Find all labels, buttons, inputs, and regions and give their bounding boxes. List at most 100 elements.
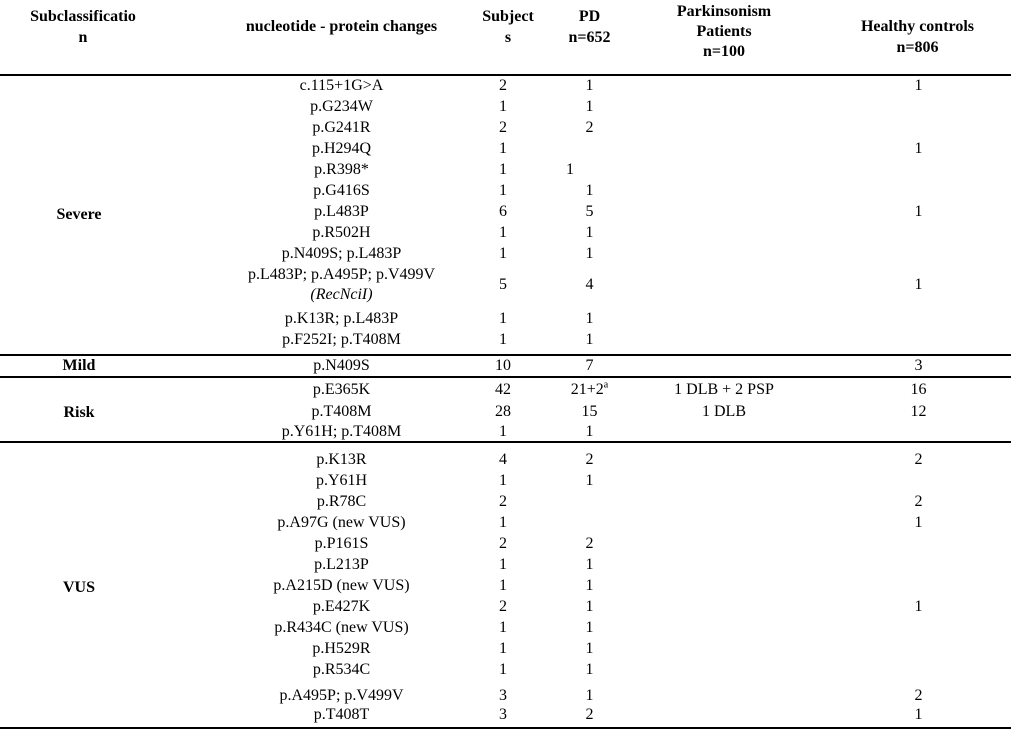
header-subclassification-line1: Subclassificatio [30, 8, 136, 25]
cell-mutation: p.A215D (new VUS) [273, 577, 410, 594]
cell-subjects: 1 [499, 224, 507, 241]
cell-subjects: 1 [499, 161, 507, 178]
cell-healthy-controls: 2 [914, 451, 923, 468]
table-row: p.L483P; p.A495P; p.V499V (RecNciI) 5 4 … [0, 265, 1011, 305]
cell-pd: 2 [585, 535, 594, 552]
cell-mutation: p.G241R [312, 119, 371, 136]
cell-mutation: p.A97G (new VUS) [277, 514, 406, 531]
cell-pd: 1 [585, 224, 594, 241]
cell-subjects: 42 [495, 381, 511, 398]
cell-pd: 7 [585, 357, 594, 374]
cell-subjects: 1 [499, 619, 507, 636]
cell-pd-value: 21+2 [570, 381, 604, 398]
cell-mutation: p.K13R; p.L483P [284, 310, 399, 327]
group-vus: VUS p.K13R 4 2 2 p.Y61H 1 1 p.R78C 2 2 p… [0, 443, 1011, 727]
group-label: Risk [63, 404, 95, 421]
cell-mutation: p.H294Q [311, 140, 372, 157]
cell-subjects: 5 [499, 276, 507, 293]
cell-subjects: 4 [499, 451, 507, 468]
header-subjects-line2: s [504, 29, 512, 46]
cell-mutation: p.R534C [312, 661, 371, 678]
table-row: p.E365K 42 21+2a 1 DLB + 2 PSP 16 [0, 380, 1011, 400]
cell-mutation: p.A495P; p.V499V [279, 687, 404, 704]
cell-pd: 1 [585, 472, 594, 489]
cell-subjects: 1 [499, 640, 507, 657]
cell-subjects: 28 [495, 403, 511, 420]
header-pd-line2: n=652 [568, 29, 611, 46]
table-row: p.L483P 6 5 1 [0, 202, 1011, 222]
cell-mutation: p.F252I; p.T408M [282, 331, 401, 348]
cell-subjects: 2 [499, 493, 507, 510]
group-label: VUS [62, 579, 95, 596]
table-row: p.R534C 1 1 [0, 660, 1011, 680]
header-subclassification: Subclassificatio n [8, 6, 158, 48]
cell-mutation: p.L483P; p.A495P; p.V499V (RecNciI) [158, 265, 525, 305]
cell-pd: 1 [585, 331, 594, 348]
cell-pd: 21+2a [550, 380, 629, 400]
header-subjects: Subject s [468, 6, 548, 48]
cell-mutation: p.P161S [314, 535, 369, 552]
cell-subjects: 2 [499, 77, 507, 94]
table-row: c.115+1G>A 2 1 1 [0, 76, 1011, 96]
cell-pd: 2 [585, 119, 594, 136]
group-rule [0, 441, 1011, 443]
cell-mutation-line2: (RecNciI) [310, 286, 373, 303]
group-label: Severe [56, 206, 102, 223]
cell-subjects: 2 [499, 598, 507, 615]
header-rule [0, 74, 1011, 76]
table-header: Subclassificatio n nucleotide - protein … [0, 0, 1011, 77]
cell-pd: 1 [585, 687, 594, 704]
table-row: p.F252I; p.T408M 1 1 [0, 330, 1011, 350]
cell-mutation: p.N409S; p.L483P [281, 245, 402, 262]
cell-pd: 1 [585, 310, 594, 327]
cell-mutation: p.G416S [313, 182, 370, 199]
cell-pd: 4 [585, 276, 594, 293]
cell-pd: 1 [566, 161, 574, 178]
cell-healthy-controls: 1 [914, 77, 923, 94]
cell-subjects: 2 [499, 119, 507, 136]
footnote-marker: a [603, 379, 609, 391]
cell-mutation: p.H529R [312, 640, 371, 657]
header-parkinsonism-line2: Patients [696, 23, 752, 40]
cell-pd: 2 [585, 706, 594, 723]
table-row: p.H529R 1 1 [0, 639, 1011, 659]
cell-pd: 1 [585, 598, 594, 615]
cell-pd: 1 [585, 423, 594, 440]
cell-pd: 1 [585, 77, 594, 94]
cell-subjects: 2 [499, 535, 507, 552]
table-row: p.A495P; p.V499V 3 1 2 [0, 686, 1011, 706]
cell-subjects: 6 [499, 203, 507, 220]
group-rule [0, 376, 1011, 378]
table-row: p.Y61H 1 1 [0, 471, 1011, 491]
group-risk: Risk p.E365K 42 21+2a 1 DLB + 2 PSP 16 p… [0, 378, 1011, 441]
table-row: p.A215D (new VUS) 1 1 [0, 576, 1011, 596]
header-parkinsonism: Parkinsonism Patients n=100 [645, 2, 803, 62]
header-healthy-controls: Healthy controls n=806 [835, 16, 1000, 58]
table-row: p.L213P 1 1 [0, 555, 1011, 575]
cell-healthy-controls: 1 [914, 203, 923, 220]
cell-pd: 1 [585, 98, 594, 115]
cell-subjects: 1 [499, 98, 507, 115]
group-rule [0, 354, 1011, 356]
cell-subjects: 1 [499, 140, 507, 157]
bottom-rule [0, 727, 1011, 729]
cell-mutation: p.E427K [312, 598, 371, 615]
cell-subjects: 1 [499, 423, 507, 440]
cell-subjects: 3 [499, 706, 507, 723]
cell-mutation: p.L213P [314, 556, 369, 573]
group-mild: Mild p.N409S 10 7 3 [0, 356, 1011, 376]
cell-mutation: p.K13R [316, 451, 367, 468]
header-subjects-line1: Subject [482, 8, 534, 25]
header-healthy-controls-line2: n=806 [896, 39, 939, 56]
cell-pd: 5 [585, 203, 594, 220]
cell-subjects: 10 [495, 357, 511, 374]
cell-healthy-controls: 1 [914, 706, 923, 723]
header-mutation: nucleotide - protein changes [245, 18, 438, 35]
cell-healthy-controls: 1 [914, 514, 923, 531]
cell-healthy-controls: 2 [914, 687, 923, 704]
cell-pd: 15 [581, 403, 598, 420]
cell-mutation: p.N409S [313, 357, 370, 374]
table-row: p.R398* 1 1 [0, 160, 1011, 180]
table-row: p.R502H 1 1 [0, 223, 1011, 243]
cell-subjects: 1 [499, 577, 507, 594]
